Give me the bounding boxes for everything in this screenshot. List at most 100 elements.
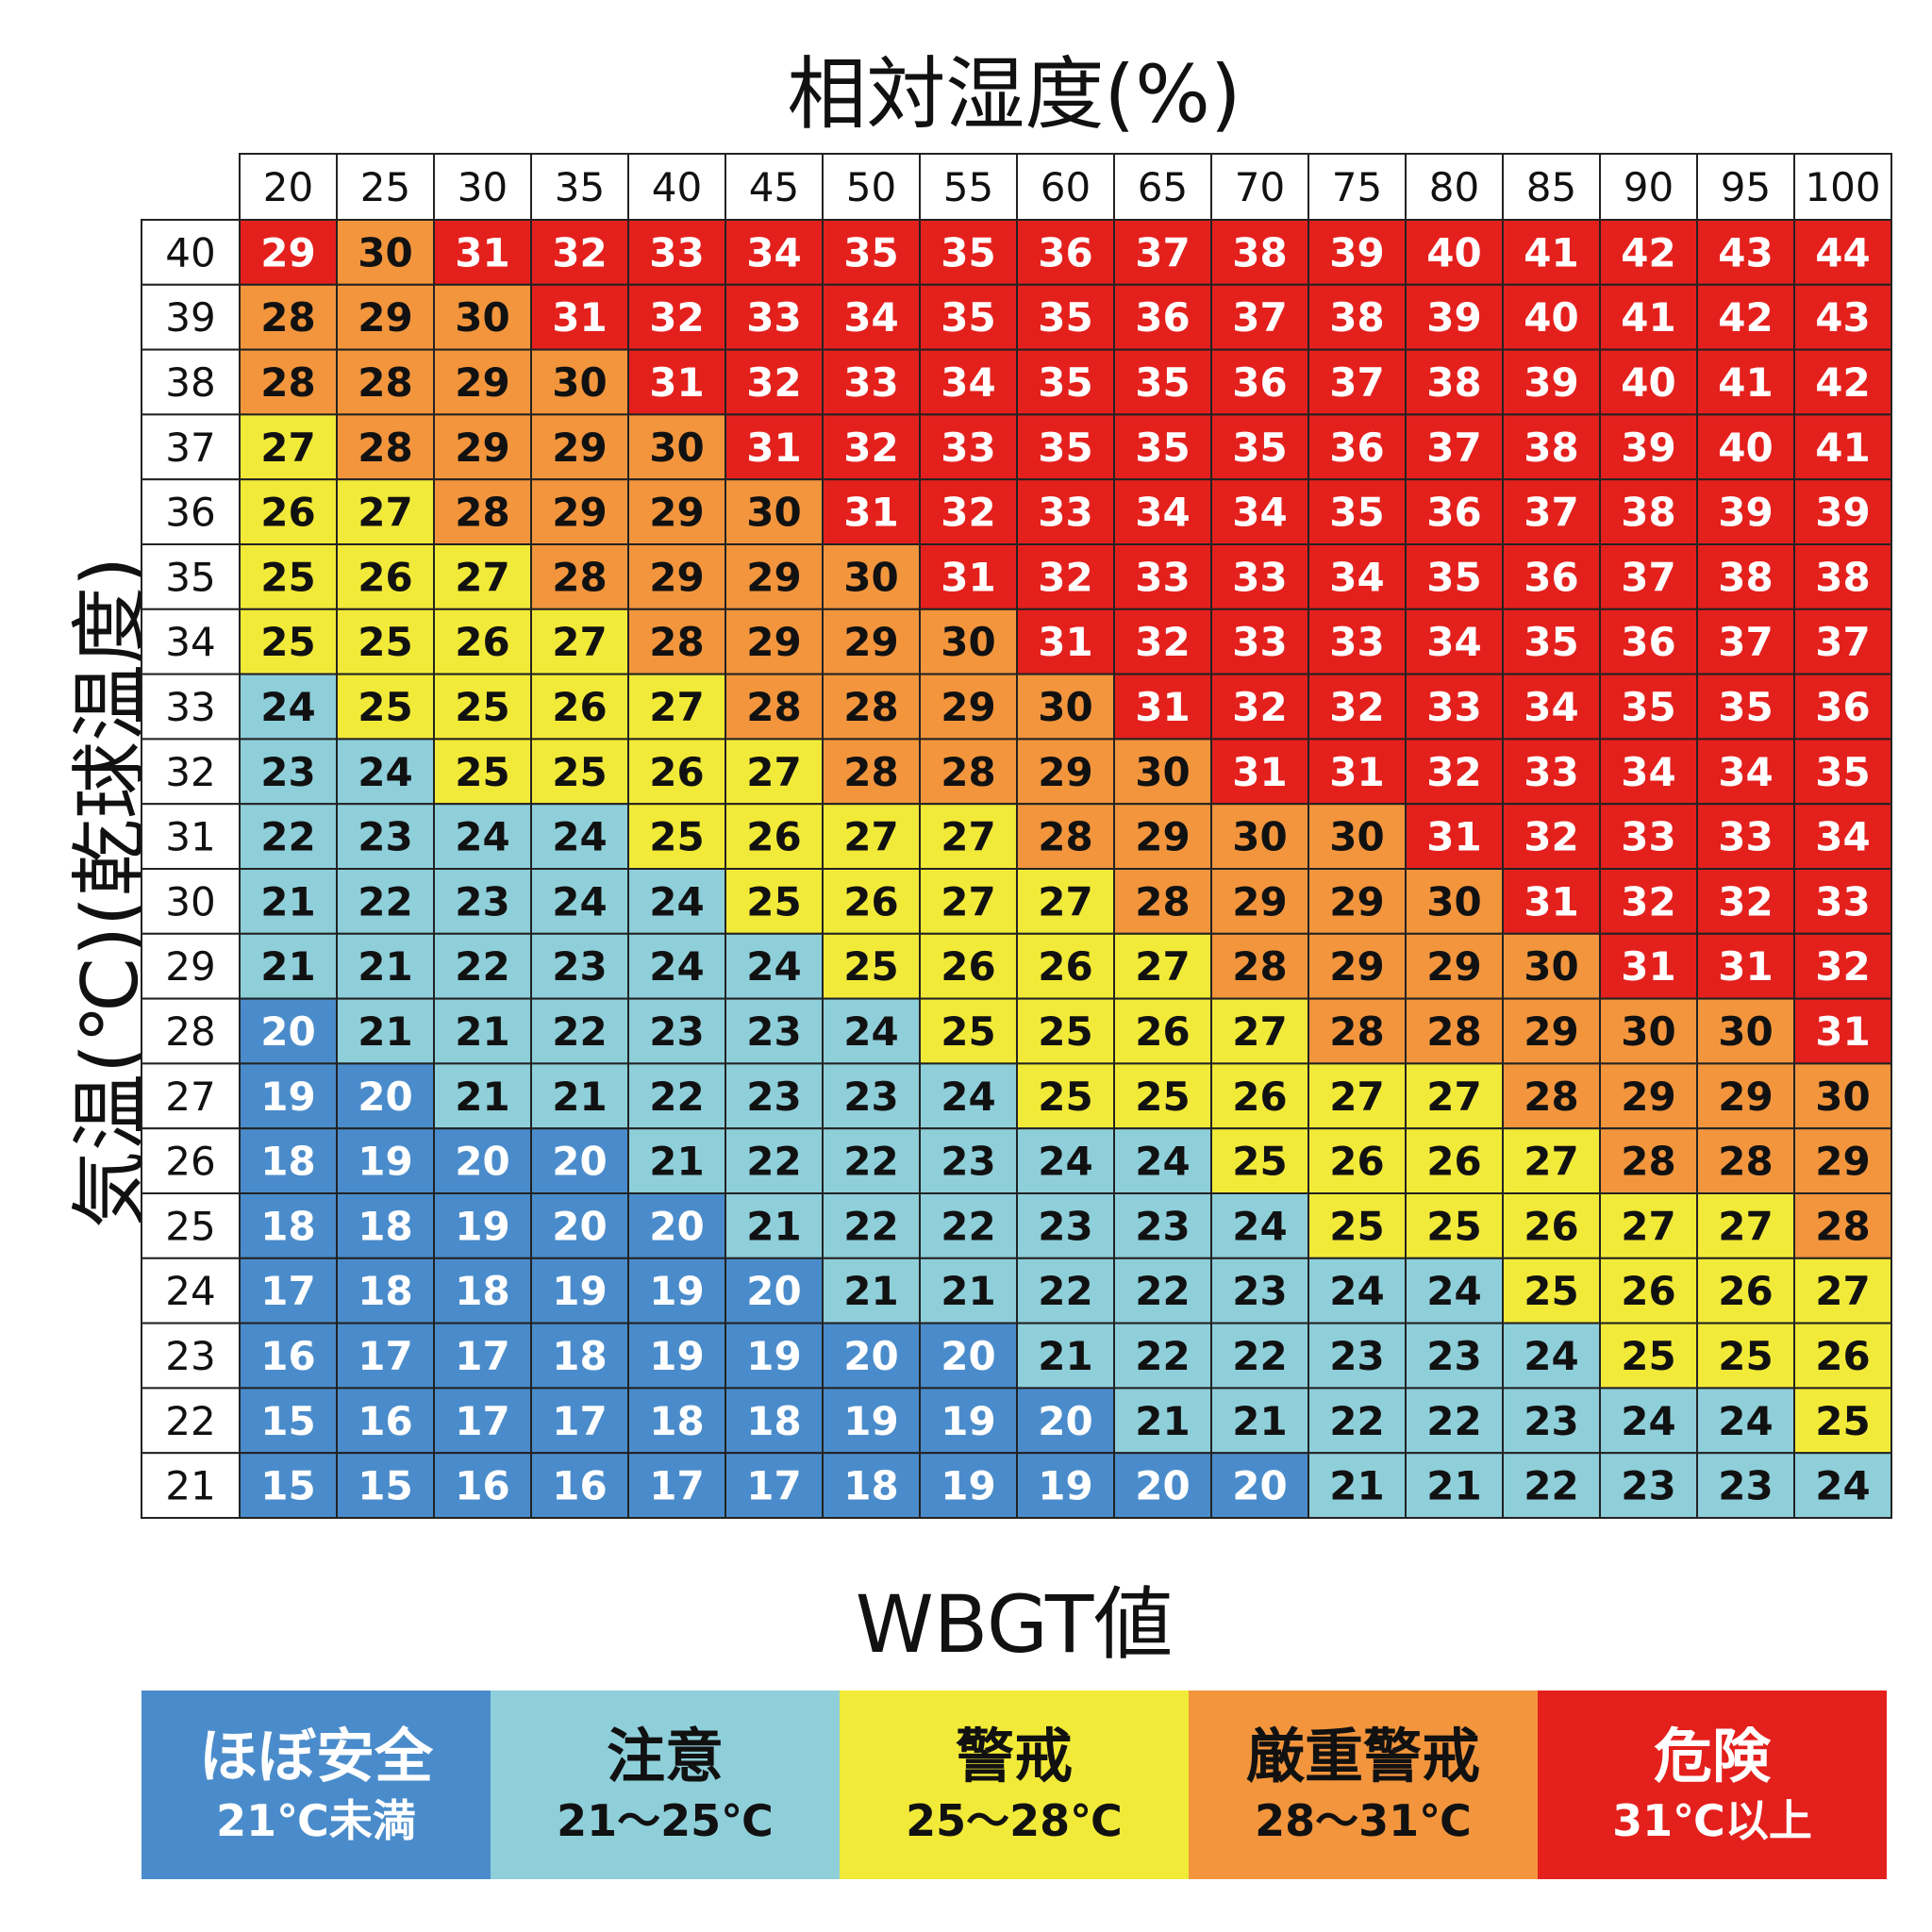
cell-value-label: 18 — [552, 1333, 607, 1379]
cell-value-label: 42 — [1621, 229, 1675, 275]
cell-value-label: 20 — [843, 1333, 898, 1379]
cell-value-label: 27 — [260, 425, 315, 471]
heatmap-cell — [1599, 543, 1698, 610]
cell-value-label: 32 — [1232, 684, 1287, 730]
heatmap-cell — [336, 1192, 435, 1259]
heatmap-cell — [724, 803, 824, 871]
cell-value-label: 22 — [1135, 1333, 1190, 1379]
legend-range: 25～28℃ — [906, 1795, 1123, 1846]
heatmap-cell — [627, 1127, 726, 1194]
cell-value-label: 33 — [1524, 749, 1578, 795]
cell-value-label: 24 — [843, 1008, 898, 1055]
cell-value-label: 27 — [1621, 1203, 1675, 1249]
cell-value-label: 28 — [1815, 1203, 1870, 1249]
heatmap-cell — [336, 738, 435, 806]
cell-value-label: 20 — [358, 1074, 412, 1120]
cell-value-label: 29 — [358, 294, 412, 341]
legend-range: 21℃未満 — [216, 1795, 416, 1846]
cell-value-label: 25 — [1038, 1008, 1092, 1055]
cell-value-label: 26 — [1135, 1008, 1190, 1055]
x-tick-label: 75 — [1332, 164, 1382, 210]
x-header-cell — [433, 153, 532, 221]
heatmap-cell — [1793, 997, 1892, 1065]
cell-value-label: 27 — [1815, 1268, 1870, 1314]
cell-value-label: 37 — [1329, 359, 1384, 406]
legend-range: 21～25℃ — [557, 1795, 774, 1846]
heatmap-cell — [919, 219, 1018, 286]
heatmap-cell — [724, 932, 824, 1000]
cell-value-label: 37 — [1718, 619, 1773, 665]
y-header-cell — [141, 997, 241, 1065]
heatmap-cell — [1696, 738, 1795, 806]
heatmap-cell — [433, 543, 532, 610]
cell-value-label: 30 — [1621, 1008, 1675, 1055]
x-tick-label: 25 — [360, 164, 410, 210]
cell-value-label: 28 — [1524, 1074, 1578, 1120]
cell-value-label: 24 — [1426, 1268, 1481, 1314]
cell-value-label: 23 — [1524, 1398, 1578, 1444]
x-tick-label: 45 — [749, 164, 799, 210]
cell-value-label: 25 — [1426, 1203, 1481, 1249]
cell-value-label: 27 — [358, 490, 412, 536]
heatmap-cell — [1113, 1127, 1212, 1194]
y-header-cell — [141, 413, 241, 481]
heatmap-cell — [433, 1192, 532, 1259]
heatmap-cell — [724, 738, 824, 806]
cell-value-label: 22 — [746, 1139, 801, 1185]
cell-value-label: 22 — [1135, 1268, 1190, 1314]
heatmap-cell — [919, 348, 1018, 416]
heatmap-cell — [919, 283, 1018, 351]
heatmap-cell — [1307, 1452, 1407, 1519]
cell-value-label: 22 — [552, 1008, 607, 1055]
legend-name: 注意 — [606, 1722, 724, 1790]
cell-value-label: 41 — [1621, 294, 1675, 341]
cell-value-label: 17 — [260, 1268, 315, 1314]
cell-value-label: 28 — [649, 619, 704, 665]
heatmap-cell — [1793, 1062, 1892, 1130]
heatmap-cell — [822, 997, 921, 1065]
cell-value-label: 28 — [1718, 1139, 1773, 1185]
heatmap-cell — [1599, 413, 1698, 481]
heatmap-cell — [336, 1257, 435, 1324]
cell-value-label: 28 — [1621, 1139, 1675, 1185]
cell-value-label: 34 — [1426, 619, 1481, 665]
legend-name: ほぼ安全 — [198, 1722, 433, 1790]
cell-value-label: 17 — [455, 1398, 509, 1444]
legend-name: 危険 — [1653, 1722, 1771, 1790]
cell-value-label: 28 — [552, 554, 607, 600]
cell-value-label: 38 — [1524, 425, 1578, 471]
cell-value-label: 16 — [552, 1463, 607, 1509]
cell-value-label: 26 — [1329, 1139, 1384, 1185]
heatmap-cell — [336, 283, 435, 351]
heatmap-cell — [724, 1127, 824, 1194]
y-header-cell — [141, 1452, 241, 1519]
cell-value-label: 18 — [843, 1463, 898, 1509]
cell-value-label: 22 — [455, 943, 509, 990]
heatmap-cell — [239, 1192, 338, 1259]
heatmap-cell — [239, 348, 338, 416]
cell-value-label: 32 — [941, 490, 995, 536]
cell-value-label: 30 — [1426, 878, 1481, 924]
heatmap-cell — [433, 932, 532, 1000]
heatmap-cell — [239, 738, 338, 806]
heatmap-cell — [1113, 413, 1212, 481]
cell-value-label: 35 — [941, 229, 995, 275]
cell-value-label: 32 — [1329, 684, 1384, 730]
cell-value-label: 20 — [1232, 1463, 1287, 1509]
cell-value-label: 23 — [746, 1008, 801, 1055]
x-header-cell — [1793, 153, 1892, 221]
heatmap-cell — [1210, 932, 1309, 1000]
cell-value-label: 30 — [1135, 749, 1190, 795]
cell-value-label: 32 — [1426, 749, 1481, 795]
cell-value-label: 24 — [1232, 1203, 1287, 1249]
cell-value-label: 23 — [260, 749, 315, 795]
cell-value-label: 22 — [1524, 1463, 1578, 1509]
cell-value-label: 35 — [1038, 294, 1092, 341]
cell-value-label: 20 — [649, 1203, 704, 1249]
cell-value-label: 27 — [1135, 943, 1190, 990]
cell-value-label: 26 — [843, 878, 898, 924]
cell-value-label: 27 — [552, 619, 607, 665]
cell-value-label: 21 — [455, 1008, 509, 1055]
cell-value-label: 34 — [1135, 490, 1190, 536]
cell-value-label: 33 — [1815, 878, 1870, 924]
